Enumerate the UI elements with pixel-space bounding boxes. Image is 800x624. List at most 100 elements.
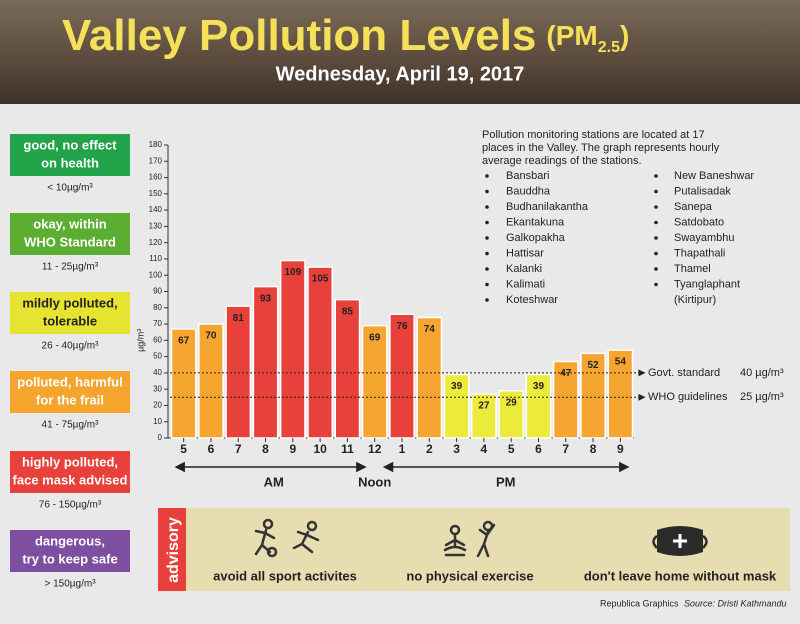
bullet (654, 282, 658, 287)
legend-range: 11 - 25µg/m³ (42, 262, 99, 273)
station: Bauddha (506, 185, 551, 197)
station: Galkopakha (506, 232, 566, 244)
advisory-tab (158, 508, 186, 591)
x-tick-label: 7 (235, 442, 242, 456)
bullet (485, 205, 489, 209)
bar-value-label: 76 (396, 321, 408, 332)
bar-value-label: 85 (342, 306, 354, 317)
station: Thapathali (674, 247, 725, 259)
bullet (485, 298, 489, 302)
legend-box (10, 530, 130, 572)
station: Putalisadak (674, 185, 731, 197)
legend-label: try to keep safe (22, 551, 117, 566)
bullet (654, 236, 658, 240)
period-label: PM (496, 474, 516, 489)
x-tick-label: 7 (562, 442, 569, 456)
bar (198, 323, 224, 439)
y-tick-label: 180 (149, 140, 163, 149)
advisory-item: avoid all sport activites (213, 568, 357, 583)
station: Budhanilakantha (506, 201, 589, 213)
y-tick-label: 120 (149, 238, 163, 247)
bar-value-label: 74 (424, 324, 436, 335)
bar-value-label: 39 (533, 381, 545, 392)
station: Satdobato (674, 216, 724, 228)
y-tick-label: 100 (149, 270, 163, 279)
x-tick-label: 10 (313, 442, 327, 456)
x-tick-label: 6 (535, 442, 542, 456)
station: Tyanglaphant (674, 278, 740, 290)
bar-value-label: 81 (233, 313, 245, 324)
bar-value-label: 39 (451, 381, 463, 392)
bullet (485, 220, 489, 225)
bar (443, 373, 470, 439)
reference-value-label: 25 µg/m³ (740, 391, 784, 403)
bar-value-label: 109 (284, 267, 301, 278)
station: Swayambhu (674, 232, 735, 244)
station: Kalanki (506, 263, 542, 275)
station: Hattisar (506, 247, 544, 259)
x-tick-label: 2 (426, 442, 433, 456)
legend-range: 26 - 40µg/m³ (42, 341, 100, 352)
y-tick-label: 20 (153, 401, 162, 410)
legend-label: highly polluted, (22, 454, 118, 469)
bar-value-label: 54 (615, 357, 627, 368)
bar (552, 360, 579, 439)
station: (Kirtipur) (674, 294, 716, 306)
legend-label: dangerous, (35, 533, 105, 548)
advisory-tab-label: advisory (165, 517, 182, 583)
note-line: average readings of the stations. (482, 155, 642, 167)
legend-box (10, 213, 130, 255)
x-tick-label: 8 (590, 442, 597, 456)
bullet (485, 174, 489, 178)
y-tick-label: 50 (153, 352, 162, 361)
bar (307, 266, 334, 439)
y-tick-label: 150 (149, 189, 163, 198)
bar (498, 390, 525, 439)
bar-value-label: 69 (369, 332, 381, 343)
y-tick-label: 70 (153, 319, 162, 328)
bullet (485, 251, 489, 256)
x-tick-label: 12 (368, 442, 382, 456)
legend-label: polluted, harmful (17, 374, 122, 389)
credit: Republica Graphics (600, 598, 679, 608)
legend-range: < 10µg/m³ (47, 183, 93, 194)
bar (389, 313, 415, 439)
note-line: places in the Valley. The graph represen… (482, 142, 720, 154)
reference-label: Govt. standard (648, 367, 720, 379)
period-label: Noon (358, 474, 391, 489)
bar-value-label: 47 (560, 368, 572, 379)
legend-label: good, no effect (23, 137, 117, 152)
station: Kalimati (506, 278, 545, 290)
reference-value-label: 40 µg/m³ (740, 367, 784, 379)
exercise-icon (443, 520, 496, 558)
bar (361, 324, 388, 439)
bar (225, 305, 252, 439)
y-tick-label: 30 (153, 384, 162, 393)
bullet (654, 267, 658, 271)
x-tick-label: 6 (208, 442, 215, 456)
bar-value-label: 29 (506, 397, 518, 408)
x-tick-label: 1 (399, 442, 406, 456)
bullet (485, 236, 489, 240)
x-tick-label: 4 (481, 442, 488, 456)
legend-box (10, 371, 130, 413)
legend-box (10, 292, 130, 334)
legend-range: > 150µg/m³ (44, 579, 96, 590)
x-tick-label: 9 (289, 442, 296, 456)
bullet (485, 282, 489, 287)
bar (170, 328, 197, 439)
y-tick-label: 40 (153, 368, 162, 377)
y-tick-label: 170 (149, 156, 163, 165)
note-line: Pollution monitoring stations are locate… (482, 129, 705, 141)
bar (252, 285, 279, 439)
legend-label: on health (41, 155, 99, 170)
legend-label: mildly polluted, (22, 295, 117, 310)
y-tick-label: 0 (158, 433, 163, 442)
bar (279, 259, 306, 439)
bar (334, 298, 361, 439)
bullet (654, 251, 658, 256)
legend-range: 41 - 75µg/m³ (42, 420, 100, 431)
y-tick-label: 130 (149, 221, 163, 230)
bullet (654, 205, 658, 209)
